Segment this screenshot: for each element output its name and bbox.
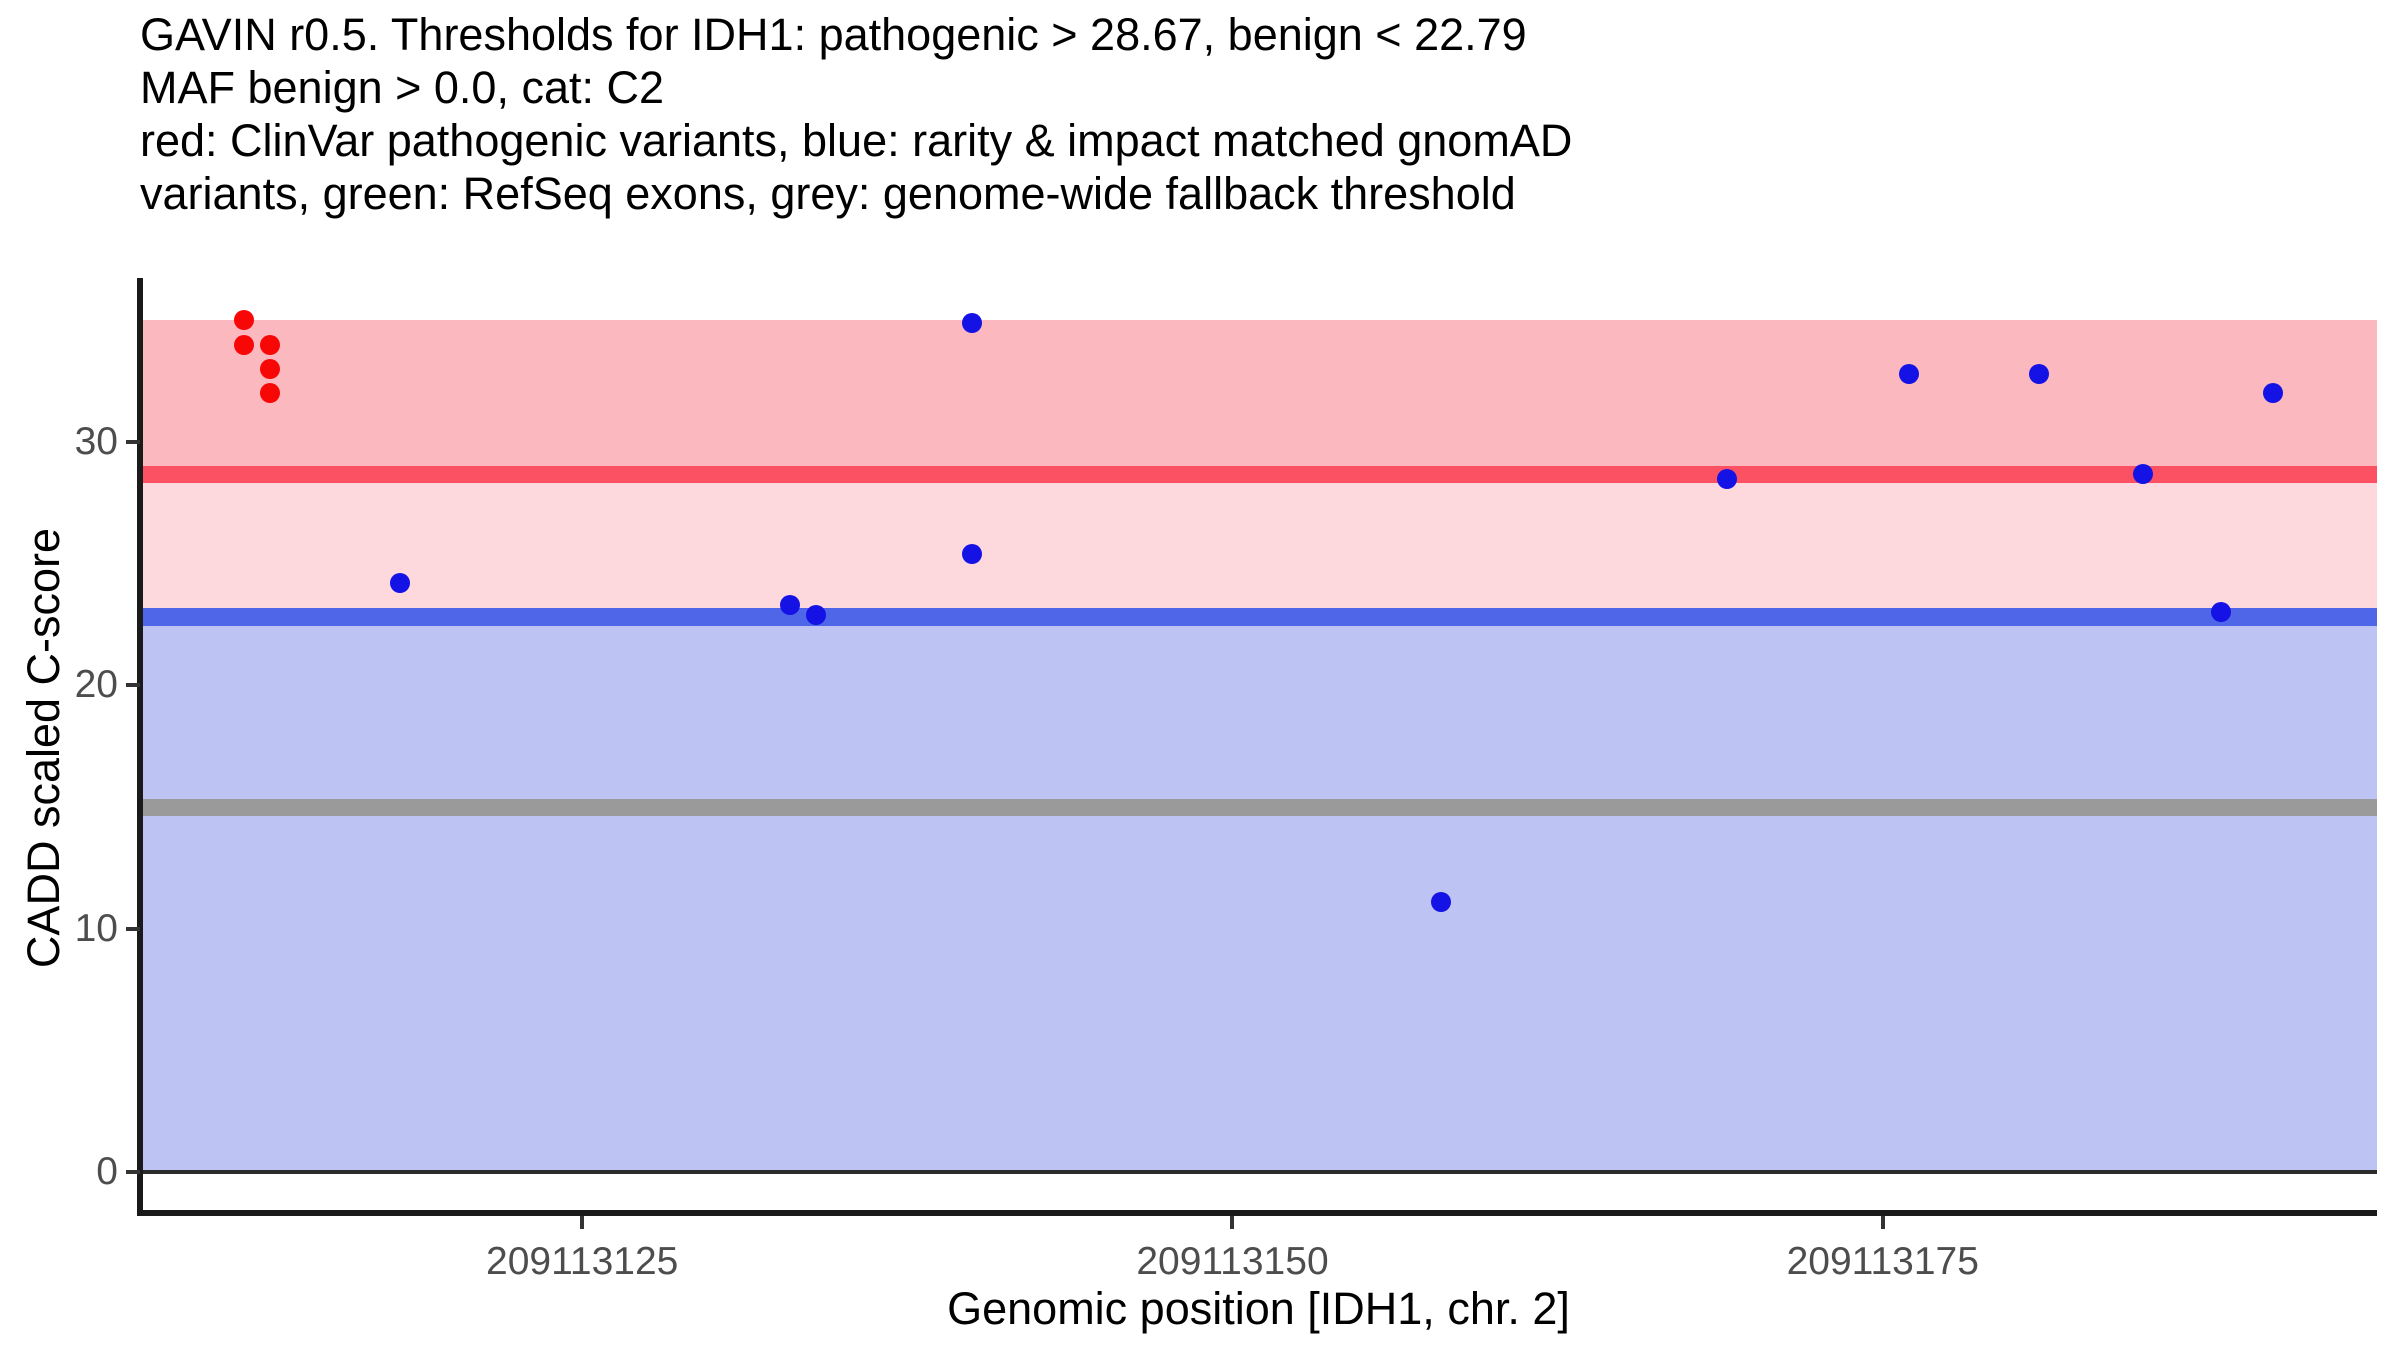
- gnomad-matched-variants-point: [780, 595, 801, 616]
- x-tick-label: 209113150: [1136, 1240, 1329, 1283]
- genome-wide-fallback-line: [140, 798, 2377, 816]
- title-line-2: MAF benign > 0.0, cat: C2: [140, 62, 665, 113]
- y-tick-label: 10: [74, 906, 118, 950]
- x-tick-mark: [1880, 1216, 1885, 1229]
- title-line-1: GAVIN r0.5. Thresholds for IDH1: pathoge…: [140, 9, 1527, 60]
- clinvar-pathogenic-variants-point: [234, 334, 255, 355]
- x-tick-label: 209113125: [486, 1240, 679, 1283]
- x-tick-label: 209113175: [1786, 1240, 1979, 1283]
- gnomad-matched-variants-point: [390, 573, 411, 594]
- clinvar-pathogenic-variants-point: [260, 359, 281, 379]
- gnomad-matched-variants-point: [2028, 363, 2049, 384]
- intermediate-region: [140, 474, 2377, 618]
- clinvar-pathogenic-variants-point: [234, 310, 255, 331]
- gnomad-matched-variants-point: [2262, 383, 2283, 404]
- y-tick-mark: [126, 440, 140, 445]
- x-axis-title: Genomic position [IDH1, chr. 2]: [947, 1283, 1570, 1334]
- gnomad-matched-variants-point: [806, 604, 827, 625]
- benign-region: [140, 617, 2377, 1173]
- y-tick-mark: [126, 683, 140, 688]
- gnomad-matched-variants-point: [2210, 602, 2231, 623]
- y-tick-label: 0: [96, 1150, 118, 1194]
- title-line-3: red: ClinVar pathogenic variants, blue: …: [140, 115, 1573, 166]
- gnomad-matched-variants-point: [962, 312, 983, 333]
- gnomad-matched-variants-point: [962, 543, 983, 564]
- x-tick-mark: [1230, 1216, 1235, 1229]
- title-line-4: variants, green: RefSeq exons, grey: gen…: [140, 168, 1516, 219]
- plot-title: GAVIN r0.5. Thresholds for IDH1: pathoge…: [140, 8, 1572, 220]
- x-tick-mark: [580, 1216, 585, 1229]
- gnomad-matched-variants-point: [2132, 463, 2153, 484]
- x-axis-line: [137, 1210, 2377, 1216]
- y-tick-label: 20: [74, 663, 118, 707]
- pathogenic-threshold-line: [140, 465, 2377, 483]
- gnomad-matched-variants-point: [1898, 363, 1919, 384]
- y-axis-line: [137, 278, 143, 1216]
- y-tick-label: 30: [74, 420, 118, 464]
- y-axis-title: CADD scaled C-score: [18, 527, 69, 969]
- gnomad-matched-variants-point: [1430, 891, 1451, 912]
- zero-baseline: [140, 1170, 2377, 1175]
- gnomad-matched-variants-point: [1716, 468, 1737, 489]
- benign-threshold-line: [140, 608, 2377, 627]
- clinvar-pathogenic-variants-point: [260, 383, 281, 404]
- y-tick-mark: [126, 926, 140, 931]
- pathogenic-region: [140, 320, 2377, 475]
- y-tick-mark: [126, 1170, 140, 1175]
- clinvar-pathogenic-variants-point: [260, 334, 281, 355]
